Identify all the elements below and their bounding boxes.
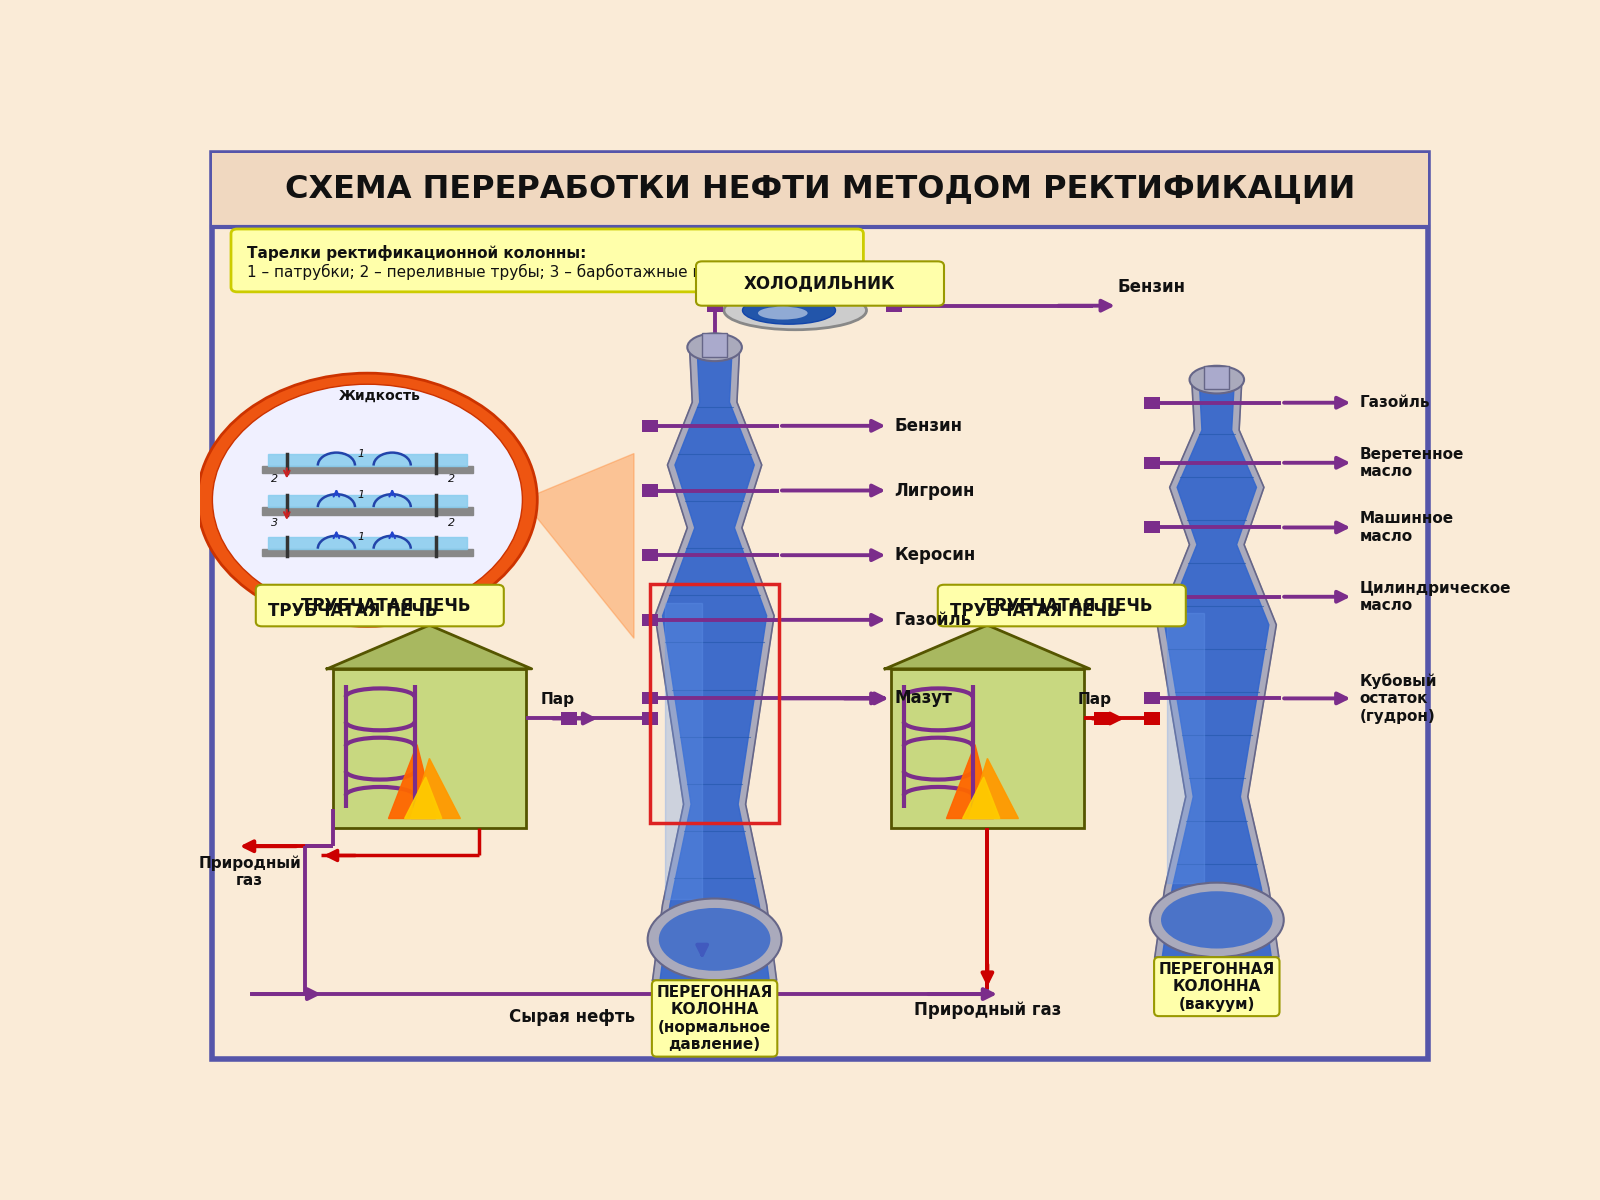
Polygon shape (1166, 613, 1205, 883)
Text: 1: 1 (358, 532, 365, 541)
Text: Газойль: Газойль (1360, 395, 1430, 410)
Polygon shape (947, 744, 994, 818)
Text: 2: 2 (448, 518, 456, 528)
Text: ХОЛОДИЛЬНИК: ХОЛОДИЛЬНИК (744, 275, 896, 293)
Text: ТРУБЧАТАЯ ПЕЧЬ: ТРУБЧАТАЯ ПЕЧЬ (269, 602, 438, 620)
Text: Природный газ: Природный газ (914, 1002, 1061, 1020)
Polygon shape (653, 352, 776, 980)
Text: 3: 3 (270, 518, 278, 528)
FancyBboxPatch shape (938, 584, 1186, 626)
Polygon shape (666, 604, 702, 899)
Text: 2: 2 (448, 474, 456, 485)
Polygon shape (326, 625, 531, 668)
Ellipse shape (758, 307, 808, 319)
Text: Керосин: Керосин (894, 546, 976, 564)
FancyBboxPatch shape (1205, 366, 1229, 389)
Text: Жидкость: Жидкость (339, 389, 421, 403)
FancyBboxPatch shape (1144, 457, 1160, 469)
Text: Лигроин: Лигроин (894, 481, 974, 499)
FancyBboxPatch shape (213, 154, 1427, 227)
Text: Бензин: Бензин (1117, 278, 1186, 296)
Text: 1 – патрубки; 2 – переливные трубы; 3 – барботажные колпаки: 1 – патрубки; 2 – переливные трубы; 3 – … (246, 264, 760, 280)
Polygon shape (1162, 384, 1272, 958)
Ellipse shape (742, 296, 835, 324)
Polygon shape (661, 352, 770, 980)
Text: Веретенное
масло: Веретенное масло (1360, 446, 1464, 479)
FancyBboxPatch shape (642, 485, 658, 497)
Circle shape (197, 373, 538, 626)
FancyBboxPatch shape (1144, 590, 1160, 602)
FancyBboxPatch shape (642, 614, 658, 626)
Text: 2: 2 (270, 474, 278, 485)
Text: Тарелки ректификационной колонны:: Тарелки ректификационной колонны: (246, 245, 587, 262)
Ellipse shape (1189, 366, 1245, 394)
Polygon shape (262, 508, 474, 515)
FancyBboxPatch shape (333, 668, 525, 828)
Polygon shape (411, 758, 461, 818)
Text: СХЕМА ПЕРЕРАБОТКИ НЕФТИ МЕТОДОМ РЕКТИФИКАЦИИ: СХЕМА ПЕРЕРАБОТКИ НЕФТИ МЕТОДОМ РЕКТИФИК… (285, 173, 1355, 204)
FancyBboxPatch shape (642, 550, 658, 562)
Text: ТРУБЧАТАЯ ПЕЧЬ: ТРУБЧАТАЯ ПЕЧЬ (950, 602, 1120, 620)
Text: Цилиндрическое
масло: Цилиндрическое масло (1360, 581, 1510, 613)
Ellipse shape (1150, 883, 1283, 958)
Ellipse shape (648, 899, 781, 980)
Polygon shape (405, 776, 442, 818)
FancyBboxPatch shape (642, 692, 658, 704)
FancyBboxPatch shape (1144, 397, 1160, 409)
Polygon shape (262, 466, 474, 473)
Text: Мазут: Мазут (894, 689, 952, 707)
Text: ПЕРЕГОННАЯ
КОЛОННА
(нормальное
давление): ПЕРЕГОННАЯ КОЛОННА (нормальное давление) (656, 985, 773, 1052)
FancyBboxPatch shape (1094, 713, 1110, 725)
Text: Пар: Пар (541, 692, 574, 708)
Polygon shape (963, 776, 1000, 818)
FancyBboxPatch shape (1144, 692, 1160, 704)
Text: 1: 1 (358, 449, 365, 458)
FancyBboxPatch shape (1144, 522, 1160, 534)
Ellipse shape (723, 290, 867, 330)
Text: Пар: Пар (1077, 692, 1112, 708)
Text: 1: 1 (358, 490, 365, 500)
Text: Сырая нефть: Сырая нефть (509, 1008, 635, 1026)
FancyBboxPatch shape (642, 420, 658, 432)
Polygon shape (885, 625, 1090, 668)
FancyBboxPatch shape (213, 154, 1427, 1058)
FancyBboxPatch shape (702, 334, 726, 356)
FancyBboxPatch shape (707, 300, 723, 312)
FancyBboxPatch shape (642, 713, 658, 725)
FancyBboxPatch shape (256, 584, 504, 626)
Text: Машинное
масло: Машинное масло (1360, 511, 1453, 544)
FancyBboxPatch shape (230, 229, 864, 292)
Ellipse shape (1162, 892, 1272, 948)
Text: Кубовый
остаток
(гудрон): Кубовый остаток (гудрон) (1360, 673, 1437, 724)
FancyBboxPatch shape (696, 262, 944, 306)
FancyBboxPatch shape (1144, 713, 1160, 725)
FancyBboxPatch shape (891, 668, 1083, 828)
Text: ТРУБЧАТАЯ ПЕЧЬ: ТРУБЧАТАЯ ПЕЧЬ (984, 596, 1152, 614)
Text: Газойль: Газойль (894, 611, 971, 629)
Polygon shape (389, 744, 435, 818)
Polygon shape (970, 758, 1019, 818)
Polygon shape (269, 496, 467, 508)
Ellipse shape (659, 908, 771, 971)
Polygon shape (269, 536, 467, 548)
Text: ПЕРЕГОННАЯ
КОЛОННА
(вакуум): ПЕРЕГОННАЯ КОЛОННА (вакуум) (1158, 961, 1275, 1012)
Text: Бензин: Бензин (894, 416, 963, 434)
Polygon shape (262, 548, 474, 556)
Text: Пары: Пары (333, 596, 376, 611)
FancyBboxPatch shape (886, 300, 902, 312)
Polygon shape (1155, 384, 1278, 958)
FancyBboxPatch shape (562, 713, 578, 725)
FancyBboxPatch shape (707, 300, 723, 312)
Ellipse shape (688, 334, 742, 361)
Polygon shape (523, 454, 634, 638)
Polygon shape (269, 454, 467, 466)
Text: ТРУБЧАТАЯ ПЕЧЬ: ТРУБЧАТАЯ ПЕЧЬ (301, 596, 470, 614)
Circle shape (213, 384, 523, 616)
Text: Природный
газ: Природный газ (198, 856, 301, 888)
